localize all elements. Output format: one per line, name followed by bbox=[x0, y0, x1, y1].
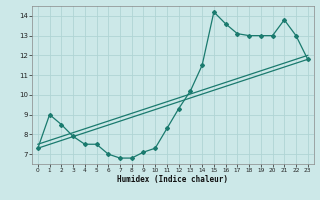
X-axis label: Humidex (Indice chaleur): Humidex (Indice chaleur) bbox=[117, 175, 228, 184]
